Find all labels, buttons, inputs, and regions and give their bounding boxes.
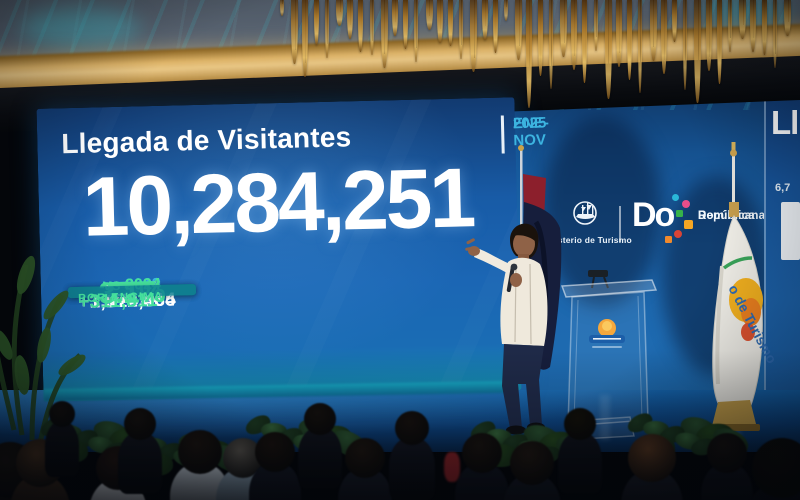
chandelier-drop <box>526 0 533 108</box>
chandelier-drop <box>649 0 657 61</box>
confetti-dot <box>676 210 683 217</box>
chandelier-drop <box>705 0 712 71</box>
chandelier-drop <box>492 0 498 53</box>
chandelier-drop <box>448 0 453 46</box>
audience-red-garment <box>444 452 460 482</box>
chandelier-drop <box>324 0 329 58</box>
logo-divider <box>619 206 621 242</box>
chandelier-drop <box>660 0 667 74</box>
confetti-dot <box>672 194 679 201</box>
chandelier-drop <box>515 0 523 60</box>
chandelier-drop <box>784 0 791 36</box>
chandelier-drop <box>728 0 732 52</box>
chandelier-drop <box>616 0 622 67</box>
tourism-flag: o de Turismo <box>688 140 800 440</box>
chandelier-drop <box>604 0 612 99</box>
period-line2: 2025 <box>512 114 547 133</box>
ministry-ship-icon <box>573 201 597 225</box>
chandelier-drop <box>761 0 767 55</box>
chandelier-drop <box>504 0 508 21</box>
chandelier-drop <box>481 0 488 40</box>
chandelier-drop <box>436 0 443 43</box>
potted-plant <box>0 225 102 450</box>
cyan-glow <box>20 8 140 48</box>
chandelier-drop <box>392 0 398 36</box>
chandelier-drop <box>593 0 598 51</box>
do-logo-text: Do <box>632 196 675 234</box>
chandelier-drop <box>750 0 757 52</box>
chandelier-drop <box>302 0 309 77</box>
chandelier-drop <box>336 0 343 26</box>
chandelier-drop <box>358 0 364 52</box>
chandelier-drop <box>291 0 299 64</box>
plant-cluster <box>135 452 174 477</box>
chandelier-drop <box>694 0 702 103</box>
chandelier-drop <box>380 0 388 68</box>
chandelier-drop <box>280 0 284 16</box>
chandelier-drop <box>582 0 588 83</box>
total-visitors-number: 10,284,251 <box>81 150 475 254</box>
do-country-logo: Do <box>632 194 694 250</box>
confetti-dot <box>674 230 682 238</box>
chandelier-drop <box>347 0 354 39</box>
stats-row: 52% vs 2019 +3,514,365 POR ENCIMA 13% vs… <box>61 268 498 391</box>
chandelier-drop <box>672 0 677 42</box>
period-badge: ENE-NOV 2025 <box>500 114 549 156</box>
chandelier-drop <box>459 0 464 59</box>
chandelier-drop <box>772 0 777 68</box>
audience-member <box>89 446 147 500</box>
chandelier-drop <box>313 0 319 45</box>
chandelier-drop <box>425 0 433 30</box>
confetti-dot <box>665 236 672 243</box>
chandelier-drop <box>537 0 543 76</box>
chandelier-drop <box>638 0 643 93</box>
chandelier-drop <box>571 0 578 70</box>
chandelier-drop <box>403 0 409 49</box>
main-led-screen: Llegada de Visitantes ENE-NOV 2025 10,28… <box>36 97 549 402</box>
plant-cluster <box>187 453 217 475</box>
chandelier-drop <box>683 0 688 90</box>
chandelier-drop <box>548 0 553 89</box>
chandelier-drop <box>414 0 419 62</box>
chandelier-drop <box>470 0 478 72</box>
chandelier-drop <box>739 0 747 39</box>
chandelier-drop <box>716 0 722 84</box>
chandelier-drop <box>560 0 567 57</box>
chandelier-drop <box>369 0 374 55</box>
presenter <box>464 218 572 440</box>
chandelier-drop <box>627 0 633 80</box>
